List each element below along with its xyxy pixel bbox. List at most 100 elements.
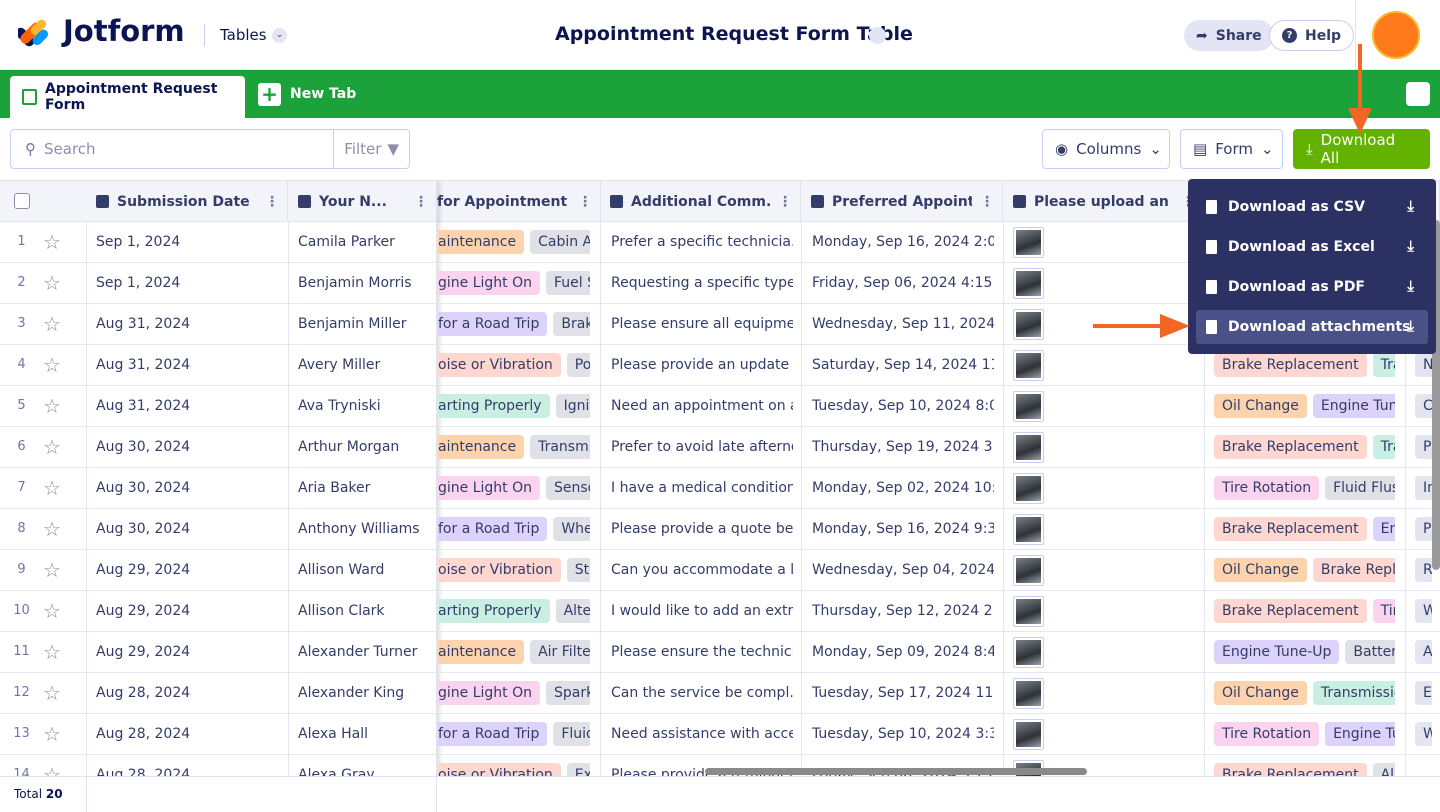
logo[interactable]: Jotform bbox=[63, 14, 185, 48]
option-label: Download as CSV bbox=[1228, 199, 1366, 215]
thumbnail[interactable] bbox=[1013, 637, 1044, 668]
tag: arting Properly bbox=[438, 394, 550, 418]
tag: Brake Replacement bbox=[1214, 353, 1367, 377]
tag: Engine Tune- bbox=[1312, 394, 1395, 418]
cell-border bbox=[600, 714, 601, 754]
column-header[interactable]: Preferred Appoint... ⋮ bbox=[801, 181, 1003, 222]
thumbnail[interactable] bbox=[1013, 596, 1044, 627]
column-header[interactable]: Your N... ⋮ bbox=[288, 181, 437, 222]
thumbnail[interactable] bbox=[1013, 268, 1044, 299]
reason-tags: gine Light OnSensor M bbox=[438, 468, 590, 508]
share-button[interactable]: ➦ Share bbox=[1184, 20, 1274, 51]
form-button[interactable]: ▤ Form ⌄ bbox=[1180, 129, 1283, 169]
cell-border bbox=[288, 427, 289, 467]
download-option[interactable]: Download as Excel ⤓ bbox=[1196, 230, 1428, 264]
download-option[interactable]: Download as PDF ⤓ bbox=[1196, 270, 1428, 304]
column-menu: ⋮ bbox=[778, 193, 792, 210]
chevron: ⌄ bbox=[272, 28, 287, 43]
download-all-button[interactable]: ⤓ Download All bbox=[1293, 129, 1430, 169]
preferred-date: Tuesday, Sep 10, 2024 8:0... bbox=[812, 398, 994, 414]
help-button[interactable]: ? Help bbox=[1269, 20, 1355, 51]
cell-border bbox=[86, 304, 87, 344]
h-scrollbar[interactable] bbox=[705, 768, 1087, 775]
tag-row: arting ProperlyAltern bbox=[438, 599, 590, 623]
column-header[interactable]: Submission Date ⋮ bbox=[86, 181, 288, 222]
frozen-bg bbox=[0, 591, 437, 631]
menu-button[interactable] bbox=[1406, 82, 1430, 106]
tag: Spark Pl bbox=[546, 681, 590, 705]
tag: In bbox=[1415, 476, 1432, 500]
thumbnail[interactable] bbox=[1013, 514, 1044, 545]
thumbnail[interactable] bbox=[1013, 473, 1044, 504]
name: Allison Clark bbox=[298, 603, 385, 619]
tag: Al bbox=[1415, 640, 1432, 664]
thumbnail[interactable] bbox=[1013, 350, 1044, 381]
cell-border bbox=[600, 550, 601, 590]
cell-border bbox=[600, 304, 601, 344]
column-header[interactable]: Please upload an i...⋮ bbox=[1003, 181, 1204, 222]
row-number: 12 bbox=[13, 685, 30, 700]
thumbnail[interactable] bbox=[1013, 227, 1044, 258]
tag: P bbox=[1415, 517, 1432, 541]
cell-border bbox=[288, 509, 289, 549]
column-header[interactable]: for Appointment ⋮ bbox=[437, 181, 601, 222]
cell-border bbox=[288, 468, 289, 508]
row-number: 3 bbox=[17, 316, 26, 331]
cell-border bbox=[600, 755, 601, 776]
cell-border bbox=[288, 591, 289, 631]
tables-menu[interactable]: Tables bbox=[220, 26, 267, 44]
frozen-bg bbox=[0, 263, 437, 303]
preferred-date: Saturday, Sep 14, 2024 11:... bbox=[812, 357, 994, 373]
star: ☆ bbox=[43, 640, 61, 664]
v-scrollbar[interactable] bbox=[1432, 220, 1440, 570]
new-tab[interactable]: New Tab bbox=[290, 86, 357, 102]
table-row: 12 ☆ Aug 28, 2024 Alexander King gine Light … bbox=[0, 673, 1440, 714]
submission-date: Sep 1, 2024 bbox=[96, 234, 181, 250]
cell-border bbox=[288, 714, 289, 754]
thumbnail[interactable] bbox=[1013, 555, 1044, 586]
thumbnail[interactable] bbox=[1013, 719, 1044, 750]
comment: Can you accommodate a l... bbox=[611, 562, 793, 578]
download-option[interactable]: Download attachments ⤓ bbox=[1196, 310, 1428, 344]
name: Arthur Morgan bbox=[298, 439, 400, 455]
thumbnail[interactable] bbox=[1013, 391, 1044, 422]
search-box[interactable]: ⚲ Search Filter ▼ bbox=[10, 129, 410, 169]
download-option[interactable]: Download as CSV ⤓ bbox=[1196, 190, 1428, 224]
filter-label[interactable]: Filter bbox=[344, 140, 382, 158]
cell-border bbox=[600, 591, 601, 631]
tag: Brake Replacement bbox=[1214, 435, 1367, 459]
extra-tag: P bbox=[1415, 427, 1432, 467]
column-title: for Appointment bbox=[437, 193, 568, 210]
cell-border bbox=[86, 591, 87, 631]
car-image bbox=[1016, 681, 1041, 706]
row-number: 1 bbox=[17, 234, 26, 249]
columns-button[interactable]: ◉ Columns ⌄ bbox=[1042, 129, 1170, 169]
thumbnail[interactable] bbox=[1013, 432, 1044, 463]
reason-tags: for a Road TripFluid L bbox=[438, 714, 590, 754]
column-header[interactable]: Additional Comm... ⋮ bbox=[600, 181, 801, 222]
avatar[interactable] bbox=[1372, 11, 1420, 59]
extra-tag: N bbox=[1415, 345, 1432, 385]
active-tab[interactable]: Appointment Request Form bbox=[10, 76, 245, 118]
cell-border bbox=[288, 673, 289, 713]
row-number: 9 bbox=[17, 562, 26, 577]
tab-label: Appointment Request Form bbox=[45, 81, 218, 113]
thumbnail[interactable] bbox=[1013, 309, 1044, 340]
cell-border bbox=[600, 468, 601, 508]
thumbnail[interactable] bbox=[1013, 678, 1044, 709]
cell-border bbox=[288, 263, 289, 303]
car-image bbox=[1016, 640, 1041, 665]
star: ☆ bbox=[43, 722, 61, 746]
column-menu: ⋮ bbox=[414, 193, 428, 210]
cell-border bbox=[1003, 550, 1004, 590]
preferred-date: Monday, Sep 16, 2024 9:3... bbox=[812, 521, 994, 537]
cell-border bbox=[801, 714, 802, 754]
star: ☆ bbox=[43, 312, 61, 336]
cell-border bbox=[86, 673, 87, 713]
cell-border bbox=[1204, 468, 1205, 508]
cell-border bbox=[1405, 632, 1406, 672]
name: Ava Tryniski bbox=[298, 398, 381, 414]
